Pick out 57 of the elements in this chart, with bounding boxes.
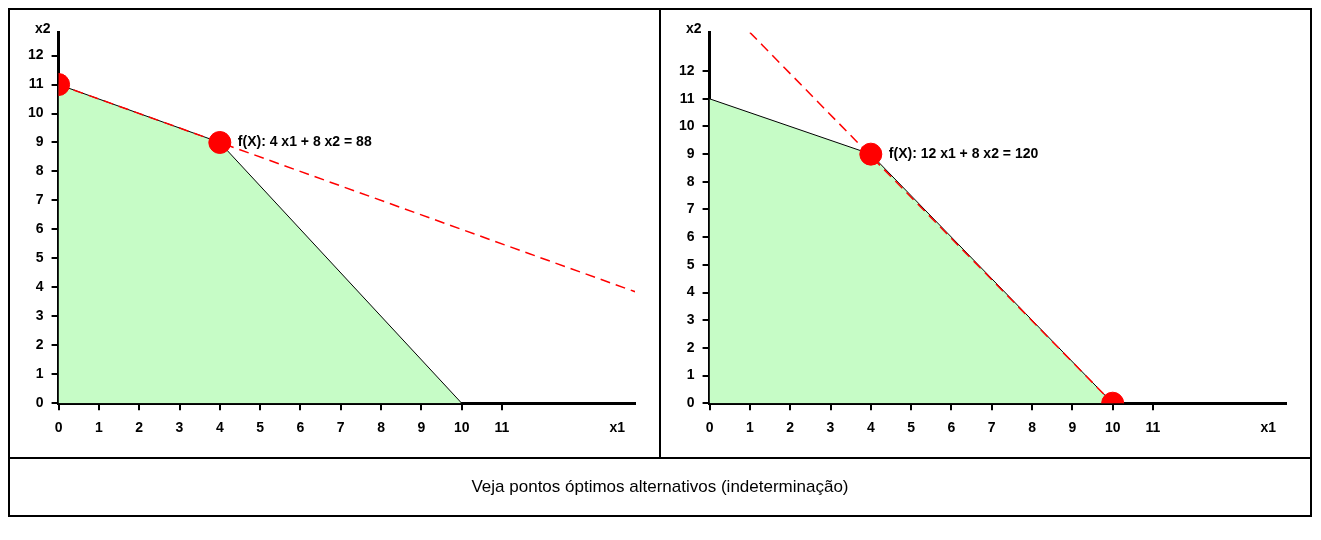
y-axis-title: x2 <box>34 20 51 37</box>
y-tick-label: 4 <box>686 283 695 300</box>
x-axis-title: x1 <box>609 419 626 436</box>
annotation: f(X): 12 x1 + 8 x2 = 120 <box>888 145 1039 162</box>
x-tick-label: 6 <box>947 419 956 436</box>
x-tick-label: 11 <box>1145 419 1161 436</box>
x-tick-label: 5 <box>256 419 265 436</box>
x-tick-label: 4 <box>866 419 875 436</box>
x-tick-label: 9 <box>1068 419 1077 436</box>
y-tick-label: 7 <box>35 191 44 208</box>
x-tick-label: 1 <box>745 419 754 436</box>
annotation: f(X): 4 x1 + 8 x2 = 88 <box>237 133 372 150</box>
x-tick-label: 3 <box>175 419 184 436</box>
y-tick-label: 4 <box>35 278 44 295</box>
y-axis-title: x2 <box>685 20 702 37</box>
y-tick-label: 5 <box>35 249 44 266</box>
x-axis-title: x1 <box>1260 419 1277 436</box>
x-tick-label: 7 <box>336 419 345 436</box>
x-tick-label: 2 <box>786 419 795 436</box>
y-tick-label: 11 <box>28 75 44 92</box>
y-tick-label: 10 <box>678 117 695 134</box>
x-tick-label: 3 <box>826 419 835 436</box>
y-tick-label: 1 <box>686 366 695 383</box>
text: Veja pontos óptimos alternativos (indeterminação) <box>10 457 1310 515</box>
y-tick-label: 1 <box>35 365 44 382</box>
y-tick-label: 5 <box>686 255 695 272</box>
x-tick-label: 0 <box>54 419 63 436</box>
y-tick-label: 12 <box>27 46 44 63</box>
x-tick-label: 0 <box>705 419 714 436</box>
y-tick-label: 3 <box>35 307 44 324</box>
y-tick-label: 9 <box>35 133 44 150</box>
x-tick-label: 9 <box>417 419 426 436</box>
x-tick-label: 6 <box>296 419 305 436</box>
y-tick-label: 7 <box>686 200 695 217</box>
x-tick-label: 8 <box>377 419 386 436</box>
x-tick-label: 10 <box>453 419 470 436</box>
x-tick-label: 2 <box>135 419 144 436</box>
x-tick-label: 5 <box>907 419 916 436</box>
y-tick-label: 10 <box>27 104 44 121</box>
y-tick-label: 8 <box>686 172 695 189</box>
x-tick-label: 1 <box>94 419 103 436</box>
y-tick-label: 3 <box>686 311 695 328</box>
y-tick-label: 2 <box>686 338 695 355</box>
y-tick-label: 6 <box>686 228 695 245</box>
x-tick-label: 7 <box>987 419 996 436</box>
y-tick-label: 0 <box>35 394 44 411</box>
x-tick-label: 4 <box>215 419 224 436</box>
x-tick-label: 11 <box>494 419 510 436</box>
y-tick-label: 9 <box>686 145 695 162</box>
x-tick-label: 8 <box>1028 419 1037 436</box>
y-tick-label: 12 <box>678 62 695 78</box>
y-tick-label: 2 <box>35 336 44 353</box>
y-tick-label: 0 <box>686 394 695 411</box>
y-tick-label: 6 <box>35 220 44 237</box>
y-tick-label: 8 <box>35 162 44 179</box>
y-tick-label: 11 <box>679 89 695 106</box>
x-tick-label: 10 <box>1104 419 1121 436</box>
